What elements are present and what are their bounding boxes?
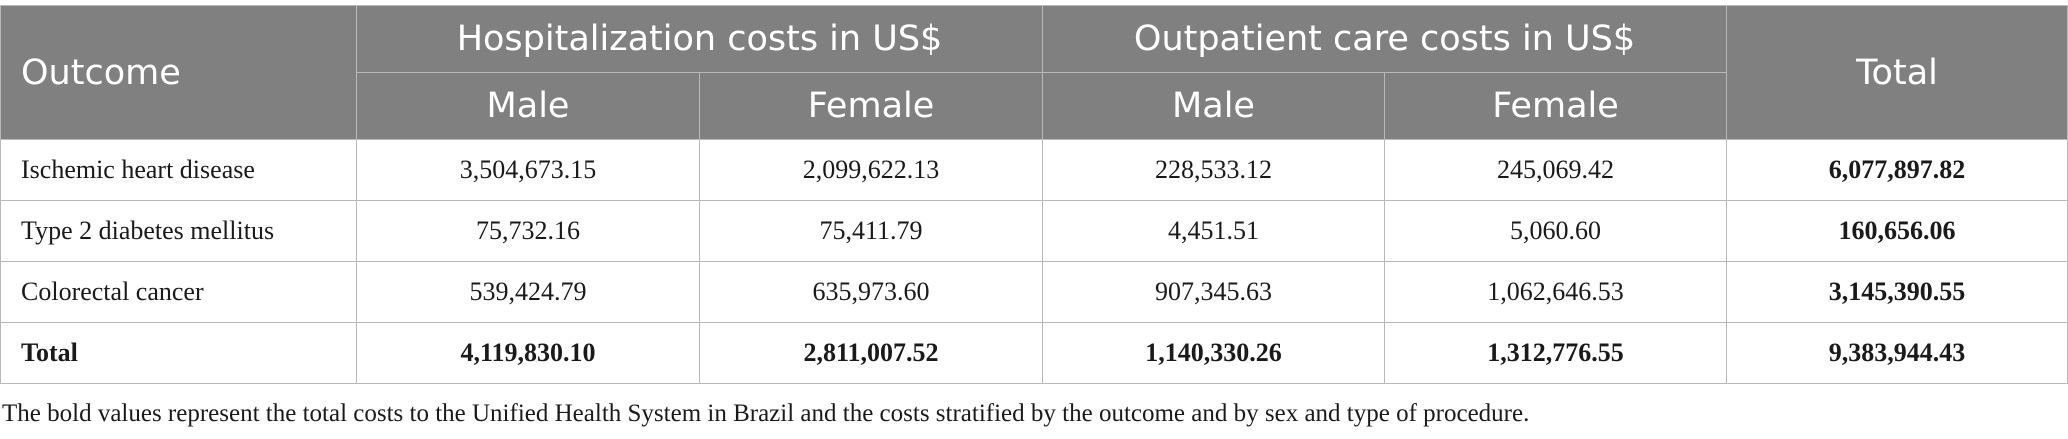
table-row: Type 2 diabetes mellitus 75,732.16 75,41…: [0, 200, 2068, 262]
total-out-male: 1,140,330.26: [1042, 322, 1385, 384]
row-hosp-male: 539,424.79: [356, 261, 700, 323]
total-row-label: Total: [0, 322, 357, 384]
grand-total: 9,383,944.43: [1726, 322, 2068, 384]
table-row: Ischemic heart disease 3,504,673.15 2,09…: [0, 139, 2068, 201]
total-row: Total 4,119,830.10 2,811,007.52 1,140,33…: [0, 322, 2068, 384]
total-hosp-male: 4,119,830.10: [356, 322, 700, 384]
row-total: 6,077,897.82: [1726, 139, 2068, 201]
cost-table-container: Outcome Hospitalization costs in US$ Out…: [0, 5, 2068, 384]
header-outpatient: Outpatient care costs in US$: [1042, 5, 1727, 73]
row-hosp-male: 3,504,673.15: [356, 139, 700, 201]
row-total: 3,145,390.55: [1726, 261, 2068, 323]
row-out-male: 4,451.51: [1042, 200, 1385, 262]
row-hosp-female: 635,973.60: [699, 261, 1043, 323]
header-row-top: Outcome Hospitalization costs in US$ Out…: [0, 5, 2068, 140]
total-hosp-female: 2,811,007.52: [699, 322, 1043, 384]
table-row: Colorectal cancer 539,424.79 635,973.60 …: [0, 261, 2068, 323]
header-hospitalization: Hospitalization costs in US$: [356, 5, 1043, 73]
row-hosp-female: 2,099,622.13: [699, 139, 1043, 201]
row-hosp-female: 75,411.79: [699, 200, 1043, 262]
header-row-sub: Male Female Male Female: [1, 72, 2068, 140]
row-hosp-male: 75,732.16: [356, 200, 700, 262]
row-out-female: 1,062,646.53: [1384, 261, 1727, 323]
cost-table: Outcome Hospitalization costs in US$ Out…: [0, 5, 2068, 384]
row-out-male: 228,533.12: [1042, 139, 1385, 201]
total-out-female: 1,312,776.55: [1384, 322, 1727, 384]
row-outcome: Ischemic heart disease: [0, 139, 357, 201]
row-out-female: 5,060.60: [1384, 200, 1727, 262]
table-footnote: The bold values represent the total cost…: [2, 400, 1530, 427]
header-total: Total: [1726, 5, 2068, 140]
row-total: 160,656.06: [1726, 200, 2068, 262]
row-outcome: Type 2 diabetes mellitus: [0, 200, 357, 262]
row-out-male: 907,345.63: [1042, 261, 1385, 323]
header-outcome: Outcome: [0, 5, 357, 140]
row-out-female: 245,069.42: [1384, 139, 1727, 201]
row-outcome: Colorectal cancer: [0, 261, 357, 323]
header-hosp-female: Female: [699, 72, 1043, 140]
header-out-male: Male: [1042, 72, 1385, 140]
header-out-female: Female: [1384, 72, 1727, 140]
header-hosp-male: Male: [356, 72, 700, 140]
